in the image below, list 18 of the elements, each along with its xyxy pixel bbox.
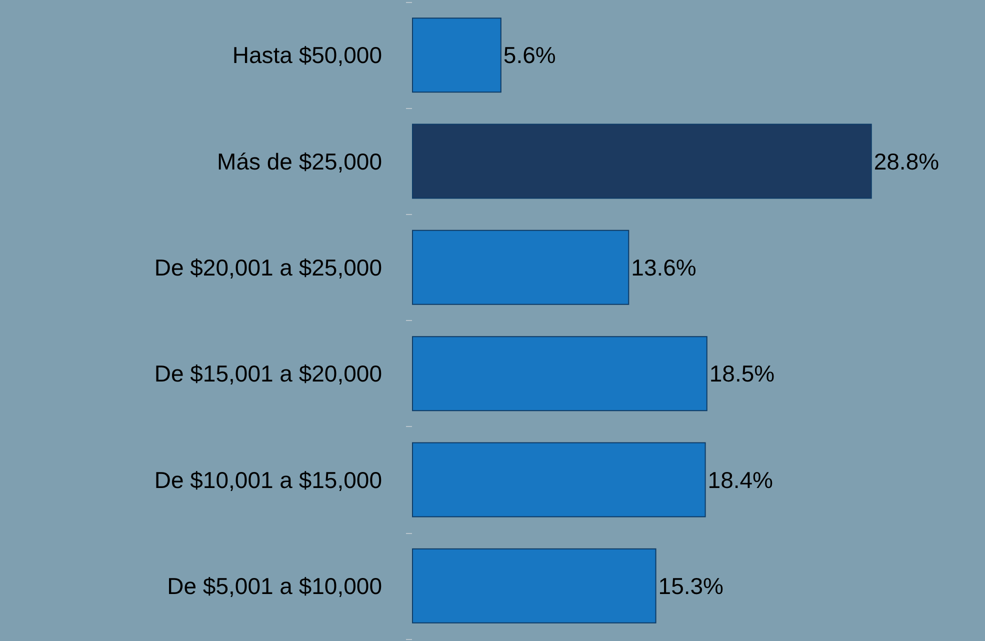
data-label: 18.5% <box>709 360 775 387</box>
y-tick-label: Hasta $50,000 <box>232 42 382 68</box>
bar <box>412 124 872 199</box>
y-tick-label: De $15,001 a $20,000 <box>154 360 382 387</box>
y-tick-label: Más de $25,000 <box>217 148 382 174</box>
data-label: 13.6% <box>631 254 696 280</box>
bar <box>412 336 708 412</box>
data-label: 28.8% <box>874 148 940 174</box>
y-tick-label: De $20,001 a $25,000 <box>154 254 382 280</box>
y-tick-label: De $10,001 a $15,000 <box>154 466 382 493</box>
bar <box>412 18 502 93</box>
y-tick-label: De $5,001 a $10,000 <box>167 572 382 599</box>
bar <box>412 548 656 624</box>
data-label: 15.3% <box>658 572 724 599</box>
bar <box>412 442 706 518</box>
data-label: 5.6% <box>503 42 556 68</box>
data-label: 18.4% <box>708 466 774 493</box>
bar <box>412 230 630 305</box>
